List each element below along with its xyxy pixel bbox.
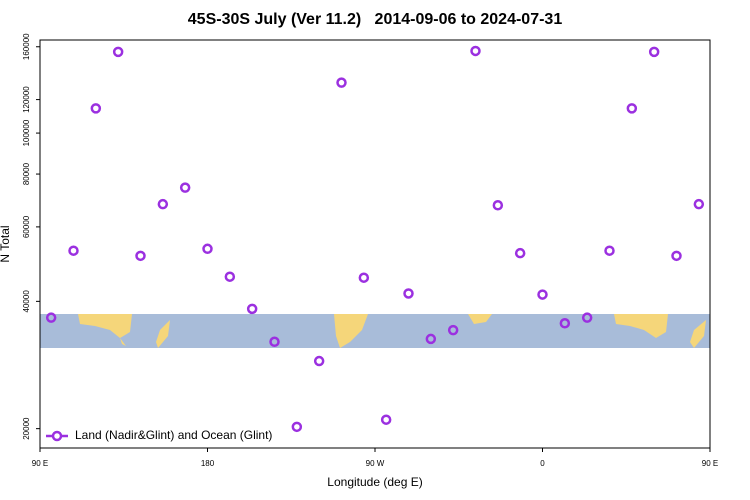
map-band	[40, 314, 710, 348]
data-point	[559, 318, 571, 329]
data-point	[68, 245, 79, 256]
data-point	[45, 312, 57, 323]
y-tick-label: 40000	[22, 290, 31, 313]
data-point	[604, 245, 615, 256]
y-tick-label: 160000	[22, 33, 31, 60]
data-point	[202, 243, 213, 255]
x-tick-label: 180	[201, 459, 215, 468]
x-tick-label: 0	[540, 459, 545, 468]
x-tick-label: 90 W	[366, 459, 385, 468]
x-axis-label: Longitude (deg E)	[327, 475, 422, 489]
data-point	[90, 103, 102, 114]
data-point	[537, 289, 548, 300]
data-point	[336, 77, 347, 88]
data-point	[671, 250, 682, 262]
data-point	[291, 421, 303, 433]
data-point	[112, 46, 124, 58]
data-point	[425, 333, 437, 345]
data-point	[648, 46, 660, 58]
x-tick-label: 90 E	[32, 459, 48, 468]
data-point	[380, 414, 392, 425]
data-point	[626, 103, 638, 114]
plot-frame	[39, 39, 711, 449]
y-tick-label: 20000	[22, 417, 31, 440]
data-point	[403, 288, 414, 299]
legend-marker	[51, 430, 63, 442]
data-point	[447, 324, 459, 336]
data-point	[246, 303, 258, 315]
data-point	[514, 247, 526, 259]
y-tick-label: 80000	[22, 162, 31, 185]
data-point	[179, 182, 191, 193]
data-point	[358, 272, 370, 283]
y-tick-label: 100000	[22, 119, 31, 146]
chart-title: 45S-30S July (Ver 11.2) 2014-09-06 to 20…	[188, 11, 563, 28]
y-axis-label: N Total	[0, 225, 12, 262]
data-point	[693, 198, 705, 210]
y-tick-label: 120000	[22, 86, 31, 113]
data-point	[470, 45, 481, 57]
x-tick-label: 90 E	[702, 459, 718, 468]
data-point	[492, 200, 504, 211]
data-point	[581, 312, 593, 323]
data-point	[157, 198, 169, 210]
legend-label: Land (Nadir&Glint) and Ocean (Glint)	[75, 428, 272, 442]
data-point	[313, 355, 325, 367]
data-point	[224, 271, 236, 282]
y-tick-label: 60000	[22, 215, 31, 238]
data-point	[135, 250, 146, 262]
data-point	[269, 336, 280, 348]
